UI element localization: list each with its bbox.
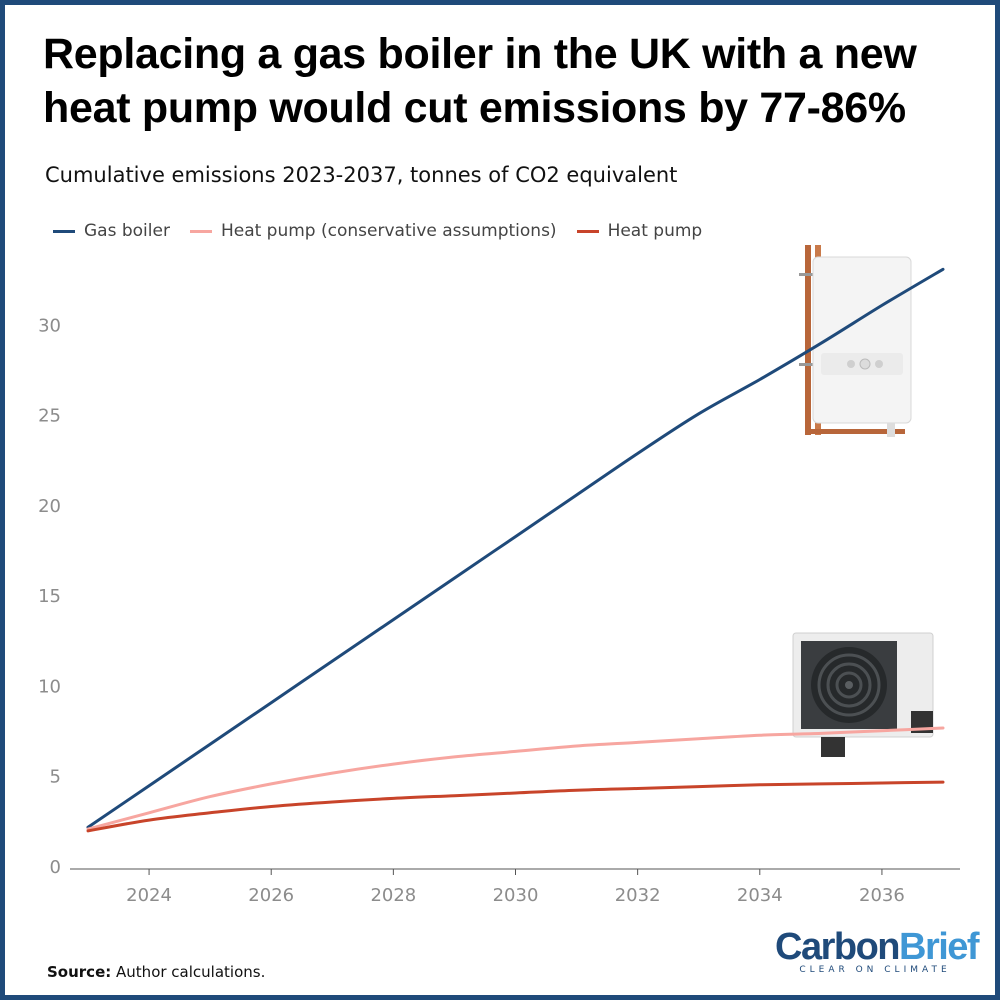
legend-swatch-heat-pump: [576, 229, 599, 233]
legend-item-gas-boiler: Gas boiler: [53, 221, 170, 241]
x-tick-label: 2036: [859, 885, 905, 906]
x-tick-label: 2032: [615, 885, 661, 906]
logo-wordmark: CarbonBrief: [775, 926, 980, 968]
y-axis-tick-labels: 0 5 10 15 20 25 30: [38, 315, 61, 878]
legend-item-heat-pump-conservative: Heat pump (conservative assumptions): [189, 221, 557, 241]
series-line-heat-pump: [86, 780, 945, 833]
y-tick-label: 20: [38, 496, 61, 517]
x-tick-label: 2034: [737, 885, 783, 906]
logo-wordmark-part2: Brief: [899, 926, 980, 968]
y-tick-label: 5: [50, 767, 61, 788]
chart-subtitle: Cumulative emissions 2023-2037, tonnes o…: [45, 163, 678, 187]
y-tick-label: 10: [38, 676, 61, 697]
line-chart: 0 5 10 15 20 25 30 2024 2026 2028 2030 2032 2034 203…: [38, 245, 960, 906]
source-text: Author calculations.: [116, 963, 266, 981]
x-axis-ticks: [148, 869, 883, 875]
chart-title: Replacing a gas boiler in the UK with a …: [43, 30, 917, 132]
y-tick-label: 25: [38, 406, 61, 427]
x-tick-label: 2030: [493, 885, 539, 906]
logo-wordmark-part1: Carbon: [775, 926, 901, 968]
logo-tagline: CLEAR ON CLIMATE: [799, 965, 951, 975]
legend-label-heat-pump-conservative: Heat pump (conservative assumptions): [220, 221, 557, 241]
legend-label-gas-boiler: Gas boiler: [84, 221, 170, 241]
heat-pump-unit-image: [792, 632, 934, 757]
x-axis-tick-labels: 2024 2026 2028 2030 2032 2034 2036: [126, 885, 905, 906]
legend-label-heat-pump: Heat pump: [607, 221, 703, 241]
carbon-brief-logo: CarbonBrief CLEAR ON CLIMATE: [775, 926, 980, 975]
x-tick-label: 2024: [126, 885, 172, 906]
series-lines: [86, 267, 945, 833]
x-tick-label: 2026: [248, 885, 294, 906]
source-note: Source: Author calculations.: [47, 963, 265, 981]
legend-item-heat-pump: Heat pump: [576, 221, 703, 241]
legend-swatch-gas-boiler: [53, 229, 75, 233]
series-line-heat-pump-conservative: [86, 726, 945, 831]
x-tick-label: 2028: [370, 885, 416, 906]
y-tick-label: 15: [38, 586, 61, 607]
legend: Gas boiler Heat pump (conservative assum…: [53, 221, 722, 241]
y-tick-label: 30: [38, 315, 61, 336]
legend-swatch-heat-pump-conservative: [189, 229, 212, 233]
y-tick-label: 0: [50, 857, 61, 878]
series-line-gas-boiler: [86, 267, 945, 829]
gas-boiler-image: [799, 245, 912, 437]
source-label: Source:: [47, 963, 112, 981]
